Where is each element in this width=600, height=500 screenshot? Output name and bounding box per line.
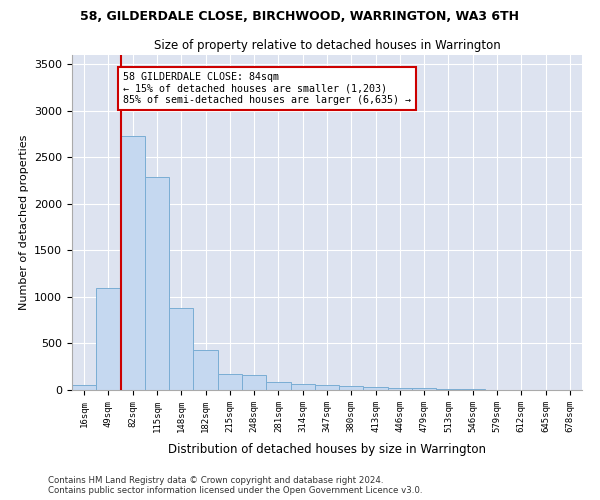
Bar [145,177,169,390]
Bar [266,382,290,390]
Bar [169,308,193,390]
Bar [96,288,121,390]
Title: Size of property relative to detached houses in Warrington: Size of property relative to detached ho… [154,40,500,52]
Text: Contains HM Land Registry data © Crown copyright and database right 2024.
Contai: Contains HM Land Registry data © Crown c… [48,476,422,495]
Bar [364,386,388,390]
Text: 58 GILDERDALE CLOSE: 84sqm
← 15% of detached houses are smaller (1,203)
85% of s: 58 GILDERDALE CLOSE: 84sqm ← 15% of deta… [123,72,411,105]
Y-axis label: Number of detached properties: Number of detached properties [19,135,29,310]
Bar [339,386,364,390]
Bar [388,388,412,390]
Bar [218,374,242,390]
Bar [121,136,145,390]
Bar [436,389,461,390]
Bar [242,374,266,390]
Bar [315,386,339,390]
Text: 58, GILDERDALE CLOSE, BIRCHWOOD, WARRINGTON, WA3 6TH: 58, GILDERDALE CLOSE, BIRCHWOOD, WARRING… [80,10,520,23]
Bar [290,384,315,390]
Bar [72,385,96,390]
X-axis label: Distribution of detached houses by size in Warrington: Distribution of detached houses by size … [168,443,486,456]
Bar [193,350,218,390]
Bar [412,388,436,390]
